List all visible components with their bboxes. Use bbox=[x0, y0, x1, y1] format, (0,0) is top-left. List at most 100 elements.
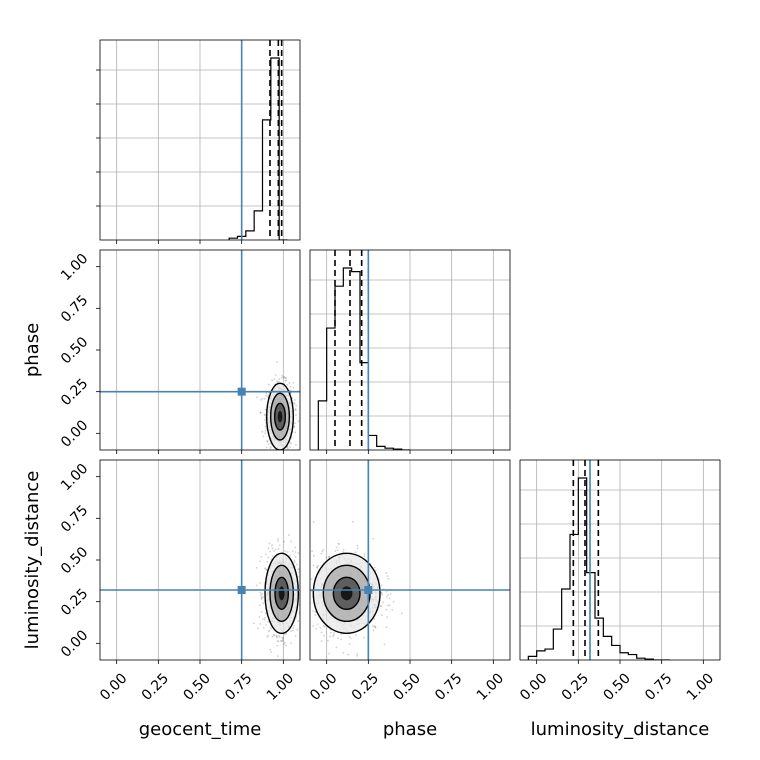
sample-point bbox=[296, 563, 298, 566]
sample-point bbox=[259, 623, 262, 625]
panel-luminosity_distance-hist: 0.00 0.25 0.50 0.75 1.00 bbox=[517, 459, 721, 704]
sample-point bbox=[260, 593, 262, 596]
sample-point bbox=[294, 635, 297, 638]
sample-point bbox=[267, 556, 270, 559]
sample-point bbox=[279, 639, 282, 642]
y-tick-label: 0.25 bbox=[58, 586, 91, 619]
sample-point bbox=[294, 556, 297, 558]
x-tick-label: 0.00 bbox=[307, 670, 340, 703]
sample-point bbox=[322, 625, 325, 627]
panel-geocent_time-vs-phase: 0.00 0.25 0.50 0.75 1.00 bbox=[58, 249, 301, 456]
sample-point bbox=[259, 560, 262, 563]
sample-point bbox=[292, 627, 295, 629]
sample-point bbox=[268, 450, 270, 452]
y-tick-label: 0.00 bbox=[58, 417, 91, 450]
sample-point bbox=[292, 381, 295, 384]
sample-point bbox=[294, 431, 297, 434]
sample-point bbox=[281, 637, 284, 639]
y-tick-label: 0.00 bbox=[58, 627, 91, 660]
sample-point bbox=[292, 386, 295, 389]
sample-point bbox=[325, 556, 328, 559]
sample-point bbox=[293, 561, 296, 564]
sample-point bbox=[292, 629, 294, 632]
sample-point bbox=[255, 584, 258, 587]
sample-point bbox=[281, 374, 284, 377]
sample-point bbox=[380, 614, 383, 616]
sample-point bbox=[273, 451, 275, 453]
sample-point bbox=[337, 542, 340, 545]
sample-point bbox=[272, 451, 274, 453]
x-tick-label: 1.00 bbox=[474, 670, 507, 703]
sample-point bbox=[335, 546, 338, 549]
sample-point bbox=[385, 572, 388, 574]
density-contour bbox=[277, 410, 283, 423]
sample-point bbox=[261, 592, 264, 595]
sample-point bbox=[266, 560, 269, 563]
sample-point bbox=[277, 640, 280, 643]
y-tick-label: 0.50 bbox=[58, 544, 91, 577]
sample-point bbox=[321, 550, 324, 553]
sample-point bbox=[283, 643, 286, 646]
sample-point bbox=[294, 422, 296, 425]
sample-point bbox=[275, 636, 278, 639]
sample-point bbox=[275, 634, 278, 637]
sample-point bbox=[262, 435, 265, 438]
sample-point bbox=[264, 425, 267, 428]
histogram-luminosity_distance bbox=[527, 477, 670, 660]
x-tick-label: 0.75 bbox=[642, 670, 675, 703]
sample-point bbox=[272, 454, 274, 456]
sample-point bbox=[314, 614, 317, 616]
sample-point bbox=[312, 564, 315, 567]
x-tick-label: 0.50 bbox=[390, 670, 423, 703]
sample-point bbox=[294, 546, 297, 549]
sample-point bbox=[283, 540, 286, 543]
sample-point bbox=[317, 564, 319, 567]
sample-point bbox=[267, 383, 270, 386]
sample-point bbox=[290, 442, 292, 445]
sample-point bbox=[276, 361, 278, 363]
x-axis-label-geocent_time: geocent_time bbox=[139, 719, 262, 740]
sample-point bbox=[263, 567, 266, 570]
y-tick-label: 0.75 bbox=[58, 292, 91, 325]
sample-point bbox=[385, 608, 388, 611]
sample-point bbox=[264, 432, 267, 435]
sample-point bbox=[270, 651, 272, 653]
sample-point bbox=[257, 627, 259, 630]
sample-point bbox=[274, 374, 277, 376]
sample-point bbox=[287, 534, 290, 537]
sample-point bbox=[297, 552, 300, 554]
sample-point bbox=[263, 397, 266, 400]
sample-point bbox=[303, 568, 305, 570]
sample-point bbox=[374, 626, 377, 629]
x-tick-label: 0.00 bbox=[517, 670, 550, 703]
sample-point bbox=[363, 553, 366, 556]
sample-point bbox=[380, 584, 383, 586]
density-contour bbox=[278, 586, 285, 601]
sample-point bbox=[297, 620, 300, 623]
sample-point bbox=[260, 598, 263, 601]
panel-phase-vs-luminosity_distance: 0.00 0.25 0.50 0.75 1.00 bbox=[307, 459, 511, 704]
sample-point bbox=[269, 447, 272, 450]
sample-point bbox=[356, 653, 359, 655]
sample-point bbox=[291, 550, 294, 553]
sample-point bbox=[320, 631, 323, 634]
sample-point bbox=[347, 653, 350, 656]
sample-point bbox=[294, 408, 297, 411]
sample-point bbox=[348, 635, 351, 638]
sample-point bbox=[271, 635, 274, 638]
sample-point bbox=[271, 544, 273, 547]
sample-point bbox=[319, 626, 322, 629]
sample-point bbox=[262, 596, 264, 599]
sample-point bbox=[385, 626, 388, 629]
sample-point bbox=[258, 604, 261, 607]
histogram-geocent_time bbox=[228, 57, 288, 240]
x-tick-label: 1.00 bbox=[684, 670, 717, 703]
sample-point bbox=[260, 555, 263, 558]
sample-point bbox=[264, 419, 266, 422]
sample-point bbox=[260, 597, 263, 600]
sample-point bbox=[304, 613, 306, 615]
x-tick-label: 0.50 bbox=[180, 670, 213, 703]
sample-point bbox=[264, 616, 266, 619]
x-tick-label: 0.00 bbox=[97, 670, 130, 703]
sample-point bbox=[356, 547, 359, 550]
